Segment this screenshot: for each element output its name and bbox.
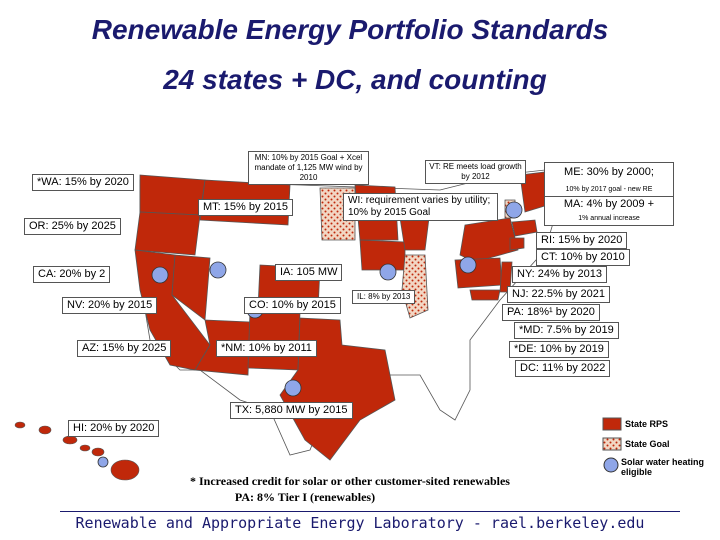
state-or — [134, 211, 201, 256]
label-il: IL: 8% by 2013 — [352, 290, 416, 304]
label-az: AZ: 15% by 2025 — [77, 340, 172, 357]
label-me-note: 10% by 2017 goal - new RE — [565, 186, 653, 193]
label-tx: TX: 5,880 MW by 2015 — [230, 402, 353, 419]
solar-dot-co — [209, 261, 227, 279]
label-nv: NV: 20% by 2015 — [62, 297, 158, 314]
label-dc: DC: 11% by 2022 — [515, 360, 611, 377]
state-ny — [459, 217, 519, 263]
label-ca: CA: 20% by 2 — [33, 266, 111, 283]
label-ny: NY: 24% by 2013 — [512, 266, 608, 283]
label-ma-note: 1% annual increase — [578, 215, 640, 222]
label-de: *DE: 10% by 2019 — [509, 341, 609, 358]
label-hi: HI: 20% by 2020 — [68, 420, 160, 437]
label-ri: RI: 15% by 2020 — [536, 232, 628, 249]
legend-solar: Solar water heating eligible — [621, 457, 705, 477]
label-nm: *NM: 10% by 2011 — [216, 340, 317, 357]
page-title: Renewable Energy Portfolio Standards — [91, 14, 609, 45]
footnote-2: PA: 8% Tier I (renewables) — [234, 490, 376, 504]
state-md — [469, 289, 501, 301]
label-md: *MD: 7.5% by 2019 — [514, 322, 619, 339]
label-mn: MN: 10% by 2015 Goal + Xcel mandate of 1… — [248, 151, 369, 185]
label-nj: NJ: 22.5% by 2021 — [507, 286, 610, 303]
state-ct — [509, 237, 525, 251]
footer-divider — [60, 511, 680, 512]
label-wi: WI: requirement varies by utility; 10% b… — [343, 193, 498, 221]
label-mt: MT: 15% by 2015 — [198, 199, 293, 216]
solar-dot-hi — [97, 456, 109, 468]
label-pa: PA: 18%¹ by 2020 — [502, 304, 600, 321]
label-me: ME: 30% by 2000; 10% by 2017 goal - new … — [544, 162, 674, 198]
label-co: CO: 10% by 2015 — [244, 297, 341, 314]
state-wa — [139, 174, 206, 216]
label-ia: IA: 105 MW — [275, 264, 343, 281]
label-me-main: ME: 30% by 2000; — [564, 166, 654, 178]
label-wa: *WA: 15% by 2020 — [32, 174, 134, 191]
solar-dot-ny — [459, 256, 477, 274]
label-or: OR: 25% by 2025 — [24, 218, 121, 235]
legend-goal: State Goal — [625, 439, 670, 449]
label-ma-main: MA: 4% by 2009 + — [563, 198, 655, 210]
label-vt: VT: RE meets load growth by 2012 — [425, 160, 526, 184]
legend-rps: State RPS — [625, 419, 669, 429]
hawaii-islands — [14, 421, 140, 481]
page-subtitle: 24 states + DC, and counting — [163, 64, 547, 95]
label-ct: CT: 10% by 2010 — [536, 249, 630, 266]
solar-dot-il — [379, 263, 397, 281]
footer-credit: Renewable and Appropriate Energy Laborat… — [75, 514, 645, 532]
legend-swatch-solar — [603, 457, 619, 473]
legend-swatch-rps — [602, 417, 622, 431]
legend-swatch-goal — [602, 437, 622, 451]
solar-dot-nv — [151, 266, 169, 284]
solar-dot-tx — [284, 379, 302, 397]
solar-dot-me — [505, 201, 523, 219]
footnote-1: * Increased credit for solar or other cu… — [190, 474, 510, 488]
state-ia — [359, 239, 406, 271]
label-ma: MA: 4% by 2009 + 1% annual increase — [544, 196, 674, 226]
